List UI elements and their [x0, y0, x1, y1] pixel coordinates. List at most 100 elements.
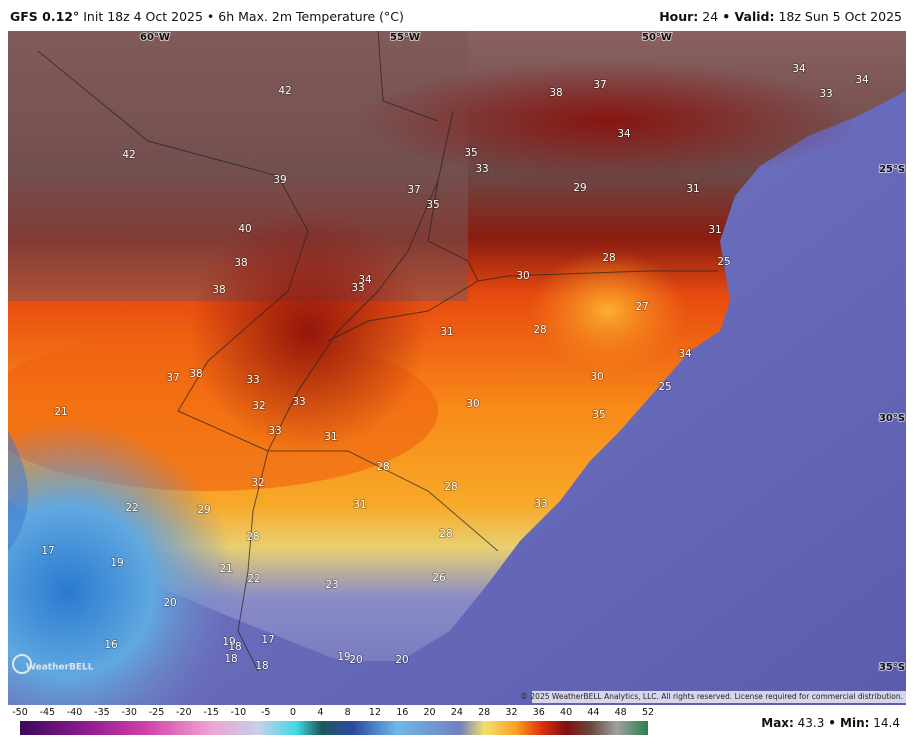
temp-label: 28 — [602, 252, 615, 264]
valid-label: • Valid: — [722, 9, 775, 24]
temp-label: 33 — [351, 282, 364, 294]
temp-label: 31 — [686, 183, 699, 195]
temp-label: 33 — [534, 498, 547, 510]
min-value: 14.4 — [873, 716, 900, 730]
temp-label: 20 — [349, 654, 362, 666]
temp-label: 37 — [407, 184, 420, 196]
hour: 24 — [702, 9, 719, 24]
stats: Max: 43.3 • Min: 14.4 — [761, 716, 900, 730]
temp-label: 34 — [617, 128, 631, 140]
max-label: Max: — [761, 716, 794, 730]
temp-label: 40 — [238, 223, 251, 235]
temp-label: 31 — [440, 326, 453, 338]
temp-label: 33 — [475, 163, 488, 175]
temp-label: 31 — [353, 499, 366, 511]
colorbar-tick-label: 12 — [368, 707, 381, 718]
colorbar-tick-label: -30 — [121, 707, 137, 718]
temp-label: 17 — [41, 545, 54, 557]
temp-label: 32 — [252, 400, 265, 412]
warm-zone — [528, 251, 688, 371]
colorbar-tick-label: -10 — [230, 707, 247, 718]
temp-label: 20 — [395, 654, 408, 666]
run-info: Init 18z 4 Oct 2025 • 6h Max. 2m Tempera… — [83, 9, 404, 24]
temp-label: 25 — [658, 381, 671, 393]
colorbar — [20, 721, 648, 735]
temp-label: 33 — [246, 374, 259, 386]
colorbar-tick-label: 28 — [478, 707, 491, 718]
temp-label: 35 — [592, 409, 605, 421]
temp-label: 22 — [125, 502, 138, 514]
temp-label: 42 — [278, 85, 291, 97]
temp-label: 28 — [439, 528, 452, 540]
header-right: Hour: 24 • Valid: 18z Sun 5 Oct 2025 — [659, 9, 902, 24]
borders — [37, 31, 718, 672]
temp-label: 38 — [189, 368, 202, 380]
temp-label: 28 — [376, 461, 389, 473]
temp-label: 31 — [324, 431, 337, 443]
lon-label: 55°W — [390, 32, 420, 43]
temp-label: 18 — [255, 660, 268, 672]
colorbar-tick-label: 24 — [450, 707, 463, 718]
temp-label: 16 — [104, 639, 118, 651]
temp-label: 34 — [678, 348, 692, 360]
temp-label: 30 — [590, 371, 603, 383]
colorbar-tick-label: 36 — [532, 707, 545, 718]
lat-label: 30°S — [879, 413, 905, 424]
temp-label: 33 — [268, 425, 281, 437]
temp-label: 33 — [819, 88, 832, 100]
colorbar-tick-label: -25 — [148, 707, 165, 718]
temp-label: 19 — [222, 636, 235, 648]
hot-zone — [358, 61, 858, 181]
colorbar-tick-label: 16 — [396, 707, 409, 718]
temp-label: 31 — [708, 224, 721, 236]
temp-label: 28 — [533, 324, 546, 336]
colorbar-tick-label: -40 — [66, 707, 83, 718]
temp-label: 18 — [224, 653, 237, 665]
logo: WeatherBELL — [26, 663, 94, 673]
lon-label: 60°W — [140, 32, 170, 43]
colorbar-tick-label: 44 — [587, 707, 600, 718]
lat-label: 35°S — [879, 662, 905, 673]
temp-label: 35 — [426, 199, 439, 211]
colorbar-tick-label: 52 — [641, 707, 655, 718]
temp-label: 29 — [197, 504, 210, 516]
temp-label: 34 — [358, 274, 372, 286]
lon-label: 50°W — [642, 32, 672, 43]
hour-label: Hour: — [659, 9, 699, 24]
colorbar-tick-label: 40 — [560, 707, 573, 718]
cold-coast — [8, 431, 28, 551]
colorbar-tick-label: -45 — [39, 707, 56, 718]
temp-label: 33 — [292, 396, 305, 408]
colorbar-tick-label: 4 — [317, 707, 324, 718]
temp-label: 37 — [593, 79, 606, 91]
temp-label: 25 — [717, 256, 730, 268]
header-left: GFS 0.12° Init 18z 4 Oct 2025 • 6h Max. … — [10, 9, 404, 24]
temp-label: 35 — [464, 147, 477, 159]
hot-zone — [188, 211, 428, 451]
valid: 18z Sun 5 Oct 2025 — [778, 9, 902, 24]
temp-label: 18 — [228, 641, 241, 653]
copyright: © 2025 WeatherBELL Analytics, LLC. All r… — [521, 692, 903, 701]
temp-label: 32 — [251, 477, 264, 489]
colorbar-tick-label: -50 — [12, 707, 28, 718]
temp-label: 20 — [163, 597, 176, 609]
temp-label: 19 — [337, 651, 350, 663]
temp-label: 21 — [219, 563, 232, 575]
max-value: 43.3 — [797, 716, 825, 730]
colorbar-tick-label: -5 — [260, 707, 271, 718]
lat-label: 25°S — [879, 164, 905, 175]
min-label: • Min: — [828, 716, 870, 730]
colorbar-tick-label: 32 — [505, 707, 518, 718]
model: GFS 0.12° — [10, 9, 80, 24]
colorbar-tick-label: -15 — [203, 707, 219, 718]
temp-label: 27 — [635, 301, 648, 313]
colorbar-tick-label: -35 — [94, 707, 110, 718]
temp-label: 38 — [212, 284, 225, 296]
temp-label: 22 — [247, 573, 260, 585]
temp-label: 38 — [234, 257, 247, 269]
colorbar-tick-label: 20 — [423, 707, 436, 718]
temp-label: 23 — [325, 579, 338, 591]
copyright-bg — [532, 691, 906, 703]
